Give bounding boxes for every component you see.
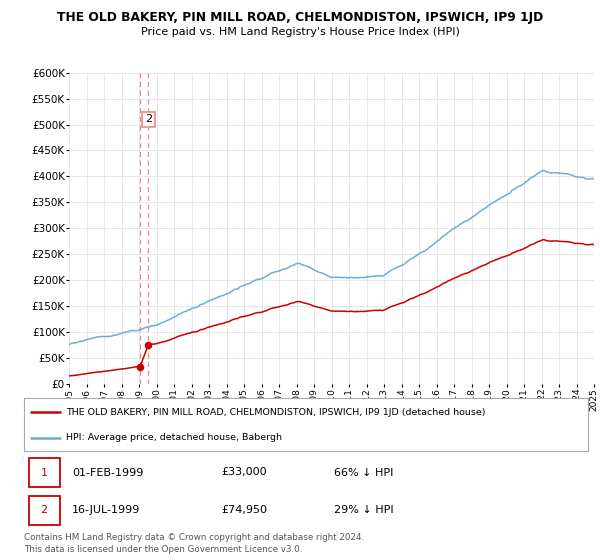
Bar (29, 458, 59, 487)
Text: THE OLD BAKERY, PIN MILL ROAD, CHELMONDISTON, IPSWICH, IP9 1JD (detached house): THE OLD BAKERY, PIN MILL ROAD, CHELMONDI… (66, 408, 486, 417)
Text: Contains HM Land Registry data © Crown copyright and database right 2024.
This d: Contains HM Land Registry data © Crown c… (24, 533, 364, 554)
Point (143, 340, 153, 349)
Text: HPI: Average price, detached house, Babergh: HPI: Average price, detached house, Babe… (66, 433, 283, 442)
Bar (29, 496, 59, 525)
Text: THE OLD BAKERY, PIN MILL ROAD, CHELMONDISTON, IPSWICH, IP9 1JD: THE OLD BAKERY, PIN MILL ROAD, CHELMONDI… (57, 11, 543, 24)
Text: 29% ↓ HPI: 29% ↓ HPI (334, 505, 394, 515)
Text: 66% ↓ HPI: 66% ↓ HPI (334, 468, 394, 478)
Text: 2: 2 (40, 505, 47, 515)
Point (136, 362, 145, 371)
Text: Price paid vs. HM Land Registry's House Price Index (HPI): Price paid vs. HM Land Registry's House … (140, 27, 460, 37)
Text: 01-FEB-1999: 01-FEB-1999 (72, 468, 143, 478)
Text: £74,950: £74,950 (221, 505, 268, 515)
Text: £33,000: £33,000 (221, 468, 267, 478)
Text: 16-JUL-1999: 16-JUL-1999 (72, 505, 140, 515)
Text: 1: 1 (41, 468, 47, 478)
Text: 2: 2 (145, 114, 152, 124)
